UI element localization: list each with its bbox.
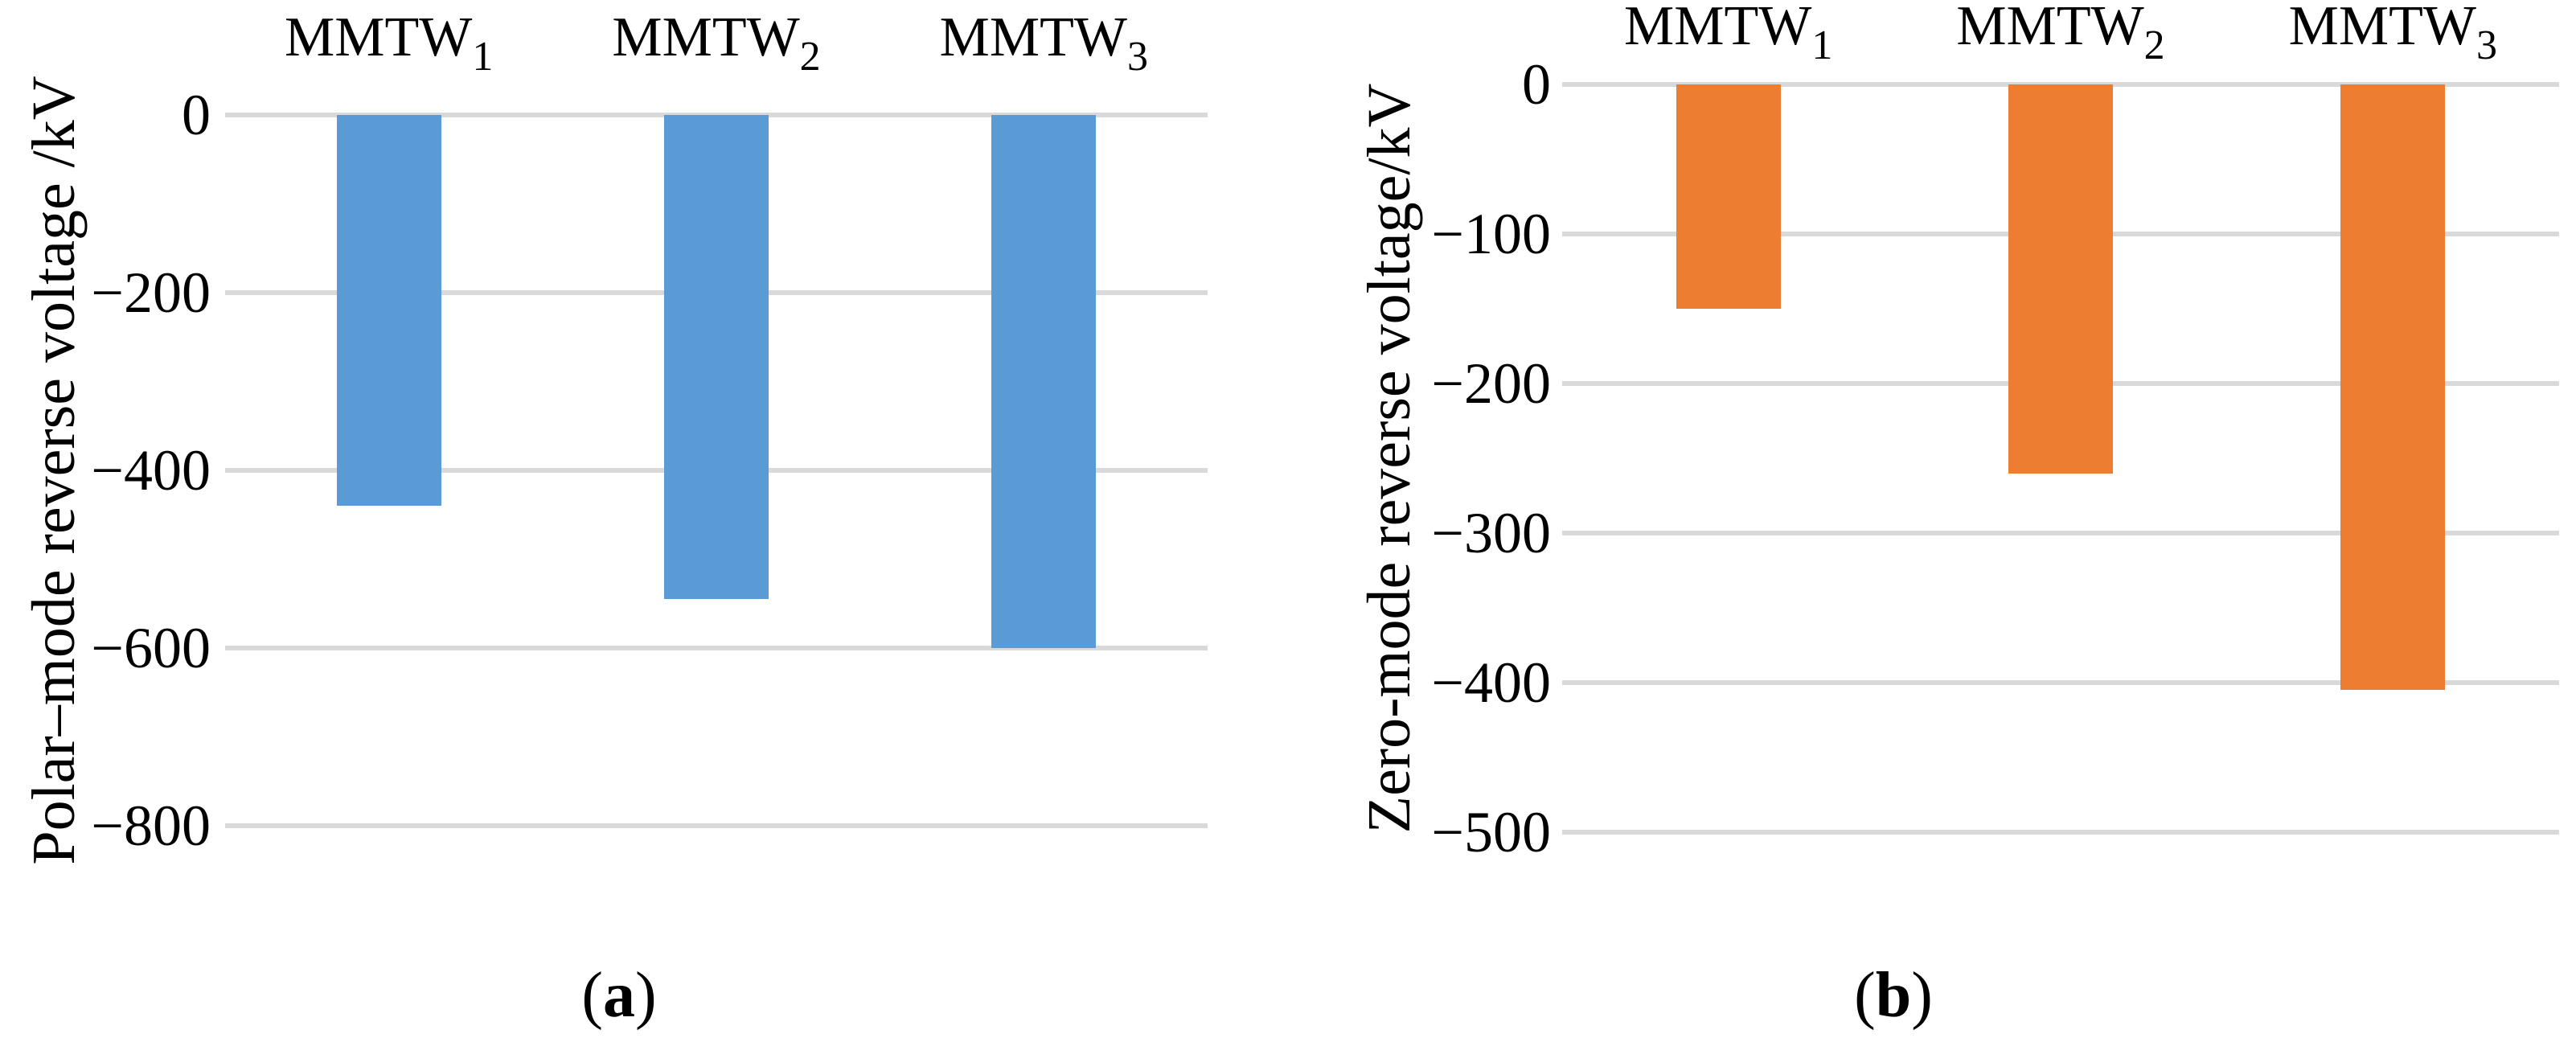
caption-paren-open: (	[1854, 960, 1876, 1031]
category-label-base: MMTW	[1624, 0, 1812, 57]
panel-caption-a: (a)	[581, 963, 656, 1028]
category-label-base: MMTW	[939, 6, 1127, 68]
panel-caption-b: (b)	[1854, 963, 1933, 1028]
y-axis-title: Polar–mode reverse voltage /kV	[20, 76, 88, 865]
y-tick-label: −400	[91, 438, 211, 503]
y-tick-label: −200	[1431, 351, 1551, 416]
category-label-subscript: 2	[2143, 23, 2165, 68]
category-label-subscript: 3	[2476, 23, 2497, 68]
bar-mmtw3	[991, 115, 1097, 648]
category-label-subscript: 1	[472, 34, 494, 80]
y-tick-label: −200	[91, 261, 211, 325]
bar-mmtw1	[1676, 84, 1781, 309]
category-label: MMTW2	[612, 10, 820, 78]
caption-paren-open: (	[581, 960, 603, 1031]
y-tick-label: −300	[1431, 501, 1551, 565]
bar-mmtw3	[2340, 84, 2446, 691]
gridline	[225, 823, 1208, 828]
gridline	[1562, 830, 2559, 835]
bar-mmtw2	[2008, 84, 2113, 474]
gridline	[1562, 680, 2559, 685]
y-tick-label: −400	[1431, 650, 1551, 715]
category-label-base: MMTW	[285, 6, 473, 68]
category-label-base: MMTW	[2288, 0, 2476, 57]
category-label: MMTW1	[1624, 0, 1832, 67]
y-tick-label: 0	[182, 83, 211, 147]
category-label-subscript: 2	[799, 34, 821, 80]
caption-letter: a	[603, 960, 635, 1031]
category-label: MMTW3	[940, 10, 1148, 78]
bar-mmtw1	[336, 115, 441, 507]
y-tick-label: −800	[91, 794, 211, 858]
category-label-base: MMTW	[612, 6, 800, 68]
category-label: MMTW3	[2289, 0, 2497, 67]
y-tick-label: 0	[1522, 52, 1551, 117]
category-label-base: MMTW	[1956, 0, 2144, 57]
category-label-subscript: 1	[1811, 23, 1833, 68]
gridline	[225, 646, 1208, 650]
category-label-subscript: 3	[1126, 34, 1148, 80]
caption-paren-close: )	[635, 960, 657, 1031]
y-axis-title: Zero-mode reverse voltage/kV	[1356, 83, 1423, 834]
bar-mmtw2	[664, 115, 769, 600]
y-tick-label: −600	[91, 616, 211, 680]
y-tick-label: −500	[1431, 800, 1551, 864]
gridline	[1562, 531, 2559, 535]
y-tick-label: −100	[1431, 202, 1551, 266]
caption-paren-close: )	[1911, 960, 1933, 1031]
category-label: MMTW2	[1956, 0, 2164, 67]
category-label: MMTW1	[285, 10, 493, 78]
caption-letter: b	[1875, 960, 1912, 1031]
